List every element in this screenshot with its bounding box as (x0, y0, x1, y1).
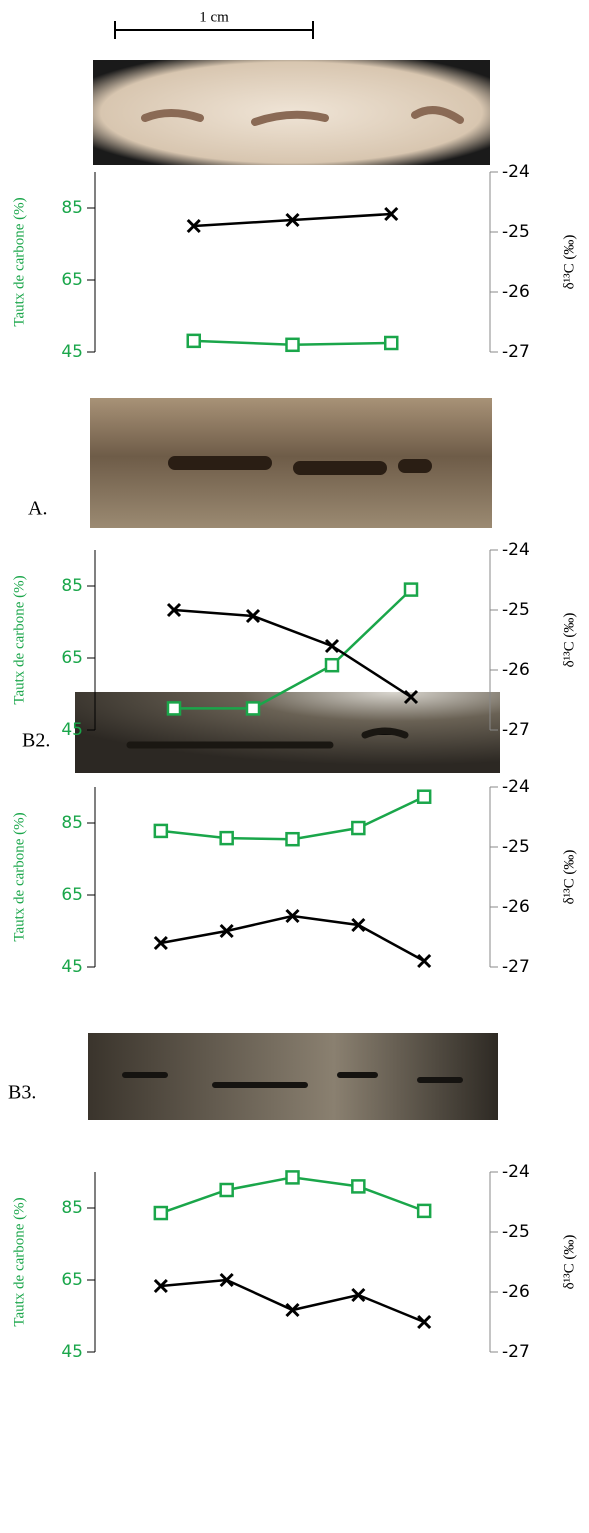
y2-tick-label: -26 (502, 282, 530, 302)
series-line (160, 1278, 425, 1324)
y-tick-label: 45 (61, 957, 83, 977)
marker (186, 333, 201, 349)
marker (285, 1170, 300, 1185)
y2-tick-label: -24 (502, 1162, 530, 1182)
y2-axis-label: δ¹³C (‰) (561, 1235, 577, 1290)
y2-axis-label: δ¹³C (‰) (561, 235, 577, 290)
marker (285, 908, 300, 924)
y-tick-label: 85 (61, 576, 83, 596)
scale-bar: 1 cm (114, 9, 314, 39)
marker (417, 1314, 432, 1330)
y2-tick-label: -27 (502, 957, 530, 977)
marker (384, 206, 399, 222)
y-axis-label: Tautx de carbone (%) (11, 812, 27, 941)
marker (324, 638, 340, 654)
panel-label: B3. (8, 1082, 36, 1104)
marker (166, 602, 182, 618)
photo (90, 398, 492, 528)
marker (153, 1205, 169, 1221)
marker (351, 1179, 366, 1194)
y-tick-label: 45 (61, 1342, 83, 1362)
marker (245, 608, 261, 624)
marker (219, 1182, 234, 1198)
marker (285, 1302, 300, 1318)
y-axis-label: Tautx de carbone (%) (11, 575, 27, 704)
y2-tick-label: -27 (502, 1342, 530, 1362)
y2-tick-label: -24 (502, 540, 530, 560)
marker (219, 923, 234, 939)
y2-tick-label: -24 (502, 162, 530, 182)
y-tick-label: 45 (61, 342, 83, 362)
y2-tick-label: -25 (502, 600, 530, 620)
y-axis-label: Tautx de carbone (%) (11, 1197, 27, 1326)
y2-tick-label: -26 (502, 897, 530, 917)
y-tick-label: 65 (61, 885, 83, 905)
marker (153, 935, 168, 951)
marker (153, 823, 169, 839)
y-tick-label: 85 (61, 198, 83, 218)
y2-tick-label: -27 (502, 720, 530, 740)
marker (324, 657, 340, 673)
marker (416, 1203, 432, 1219)
marker (351, 917, 366, 933)
y2-axis-label: δ¹³C (‰) (561, 613, 577, 668)
scale-label: 1 cm (199, 9, 229, 25)
y2-tick-label: -25 (502, 222, 530, 242)
y2-tick-label: -25 (502, 1222, 530, 1242)
marker (166, 701, 182, 716)
y-tick-label: 65 (61, 648, 83, 668)
series-line (160, 914, 425, 963)
series-line (173, 608, 412, 699)
photo (75, 692, 500, 773)
marker (285, 337, 300, 353)
y-tick-label: 85 (61, 1198, 83, 1218)
y2-tick-label: -27 (502, 342, 530, 362)
marker (403, 689, 419, 705)
y-tick-label: 65 (61, 270, 83, 290)
y-tick-label: 85 (61, 813, 83, 833)
photos (75, 60, 500, 1120)
marker (219, 1272, 234, 1288)
marker (403, 582, 419, 597)
marker (285, 212, 300, 228)
marker (245, 701, 261, 716)
marker (285, 831, 300, 847)
marker (219, 830, 234, 846)
y-axis-label: Tautx de carbone (%) (11, 197, 27, 326)
marker (416, 789, 432, 804)
marker (417, 953, 432, 969)
marker (186, 218, 201, 234)
y2-tick-label: -26 (502, 660, 530, 680)
marker (351, 1287, 366, 1303)
panel-label: B2. (22, 730, 50, 752)
y2-axis-label: δ¹³C (‰) (561, 850, 577, 905)
marker (351, 820, 366, 836)
marker (384, 335, 399, 351)
y2-tick-label: -24 (502, 777, 530, 797)
y2-tick-label: -26 (502, 1282, 530, 1302)
y-tick-label: 65 (61, 1270, 83, 1290)
marker (153, 1278, 168, 1294)
y-tick-label: 45 (61, 720, 83, 740)
series-line (174, 588, 412, 710)
y2-tick-label: -25 (502, 837, 530, 857)
panel-label: A. (28, 498, 47, 520)
